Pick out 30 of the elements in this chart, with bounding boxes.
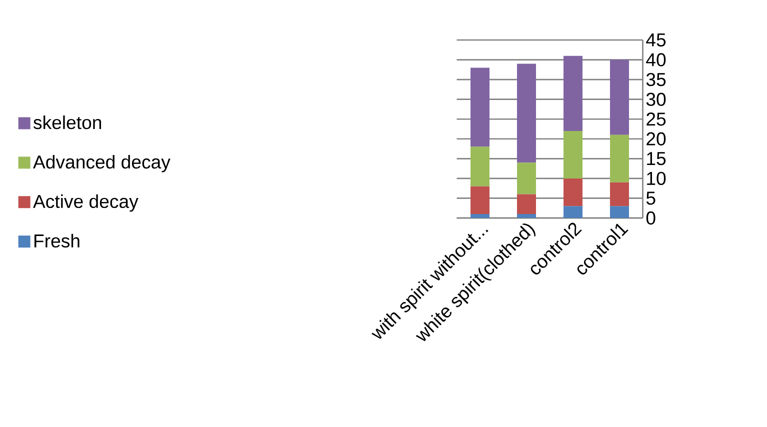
bar [470,214,490,218]
bar [610,182,629,206]
bar [517,214,536,218]
y-tick-label: 35 [646,72,666,86]
y-tick-label: 40 [646,53,666,66]
legend-label: Advanced decay [33,154,170,172]
y-tick-label: 30 [646,92,666,106]
bar [517,162,536,194]
y-tick-label: 0 [646,211,656,225]
bar [564,206,582,218]
y-tick-label: 25 [646,112,666,126]
bar [564,178,582,206]
legend-label: Fresh [34,234,80,248]
bar [470,146,490,186]
bar [610,206,629,218]
bar [517,194,536,214]
bar [517,64,536,163]
y-tick-label: 20 [646,132,666,146]
legend-label: Active decay [33,194,138,212]
bar [564,130,582,178]
legend-label: skeleton [34,115,102,130]
y-tick-label: 5 [646,192,656,205]
y-tick-label: 10 [647,172,666,186]
bar [610,60,629,135]
y-tick-label: 15 [647,152,666,166]
y-tick-label: 45 [646,34,666,46]
bar [470,186,490,214]
bar [564,56,582,131]
bar [470,68,490,147]
bar [610,134,629,182]
